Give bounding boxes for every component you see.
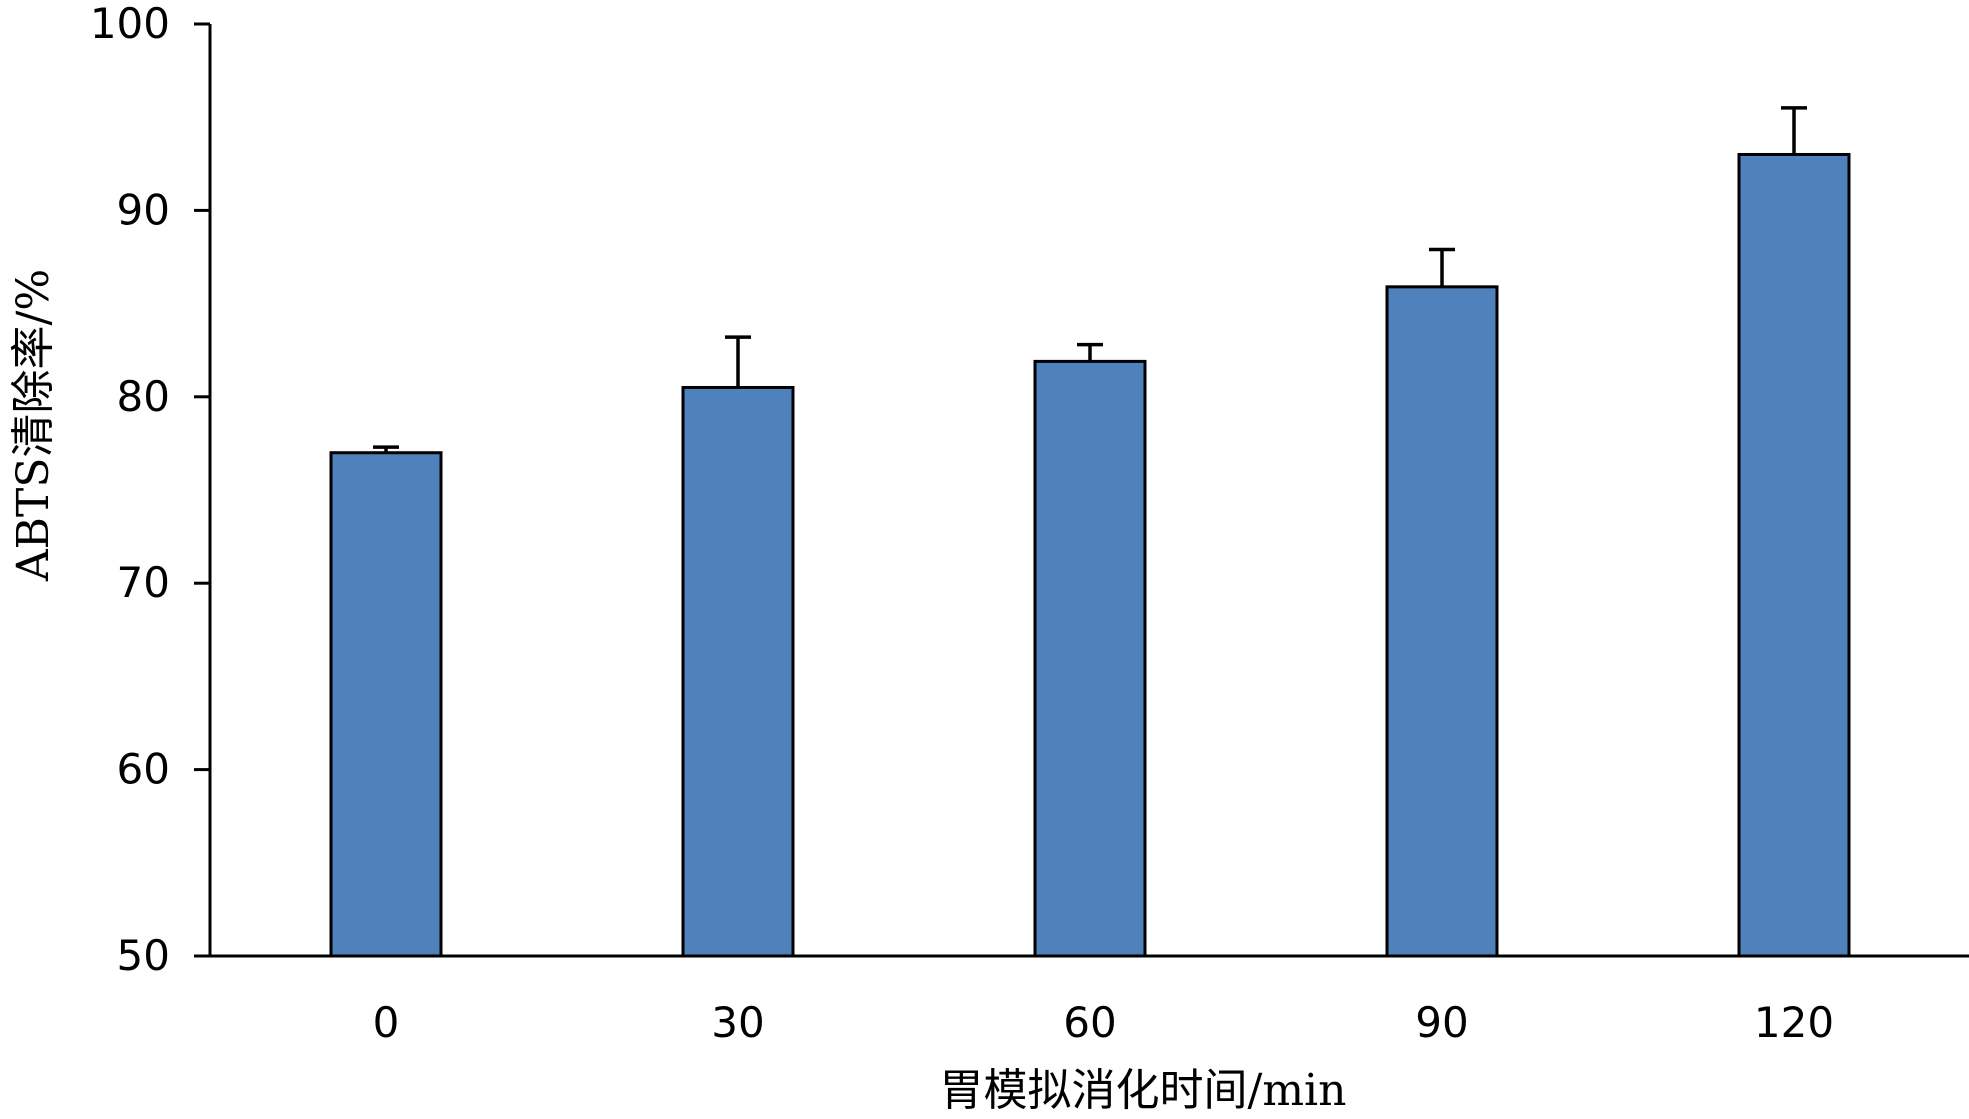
axes-group xyxy=(208,24,1969,958)
bar xyxy=(1385,285,1499,958)
bar xyxy=(1033,359,1147,958)
y-tick-label: 70 xyxy=(117,558,170,607)
bars-group xyxy=(329,152,1851,958)
bar xyxy=(681,385,795,958)
x-axis-title: 胃模拟消化时间/min xyxy=(940,1065,1347,1116)
y-ticks-group: 50 60 70 80 90 100 xyxy=(90,0,210,980)
x-tick-label: 0 xyxy=(373,998,400,1047)
x-tick-label: 90 xyxy=(1415,998,1468,1047)
y-tick-label: 60 xyxy=(117,745,170,794)
y-tick-label: 100 xyxy=(90,0,170,48)
x-tick-label: 120 xyxy=(1754,998,1834,1047)
y-tick-label: 90 xyxy=(117,185,170,234)
x-tick-label: 60 xyxy=(1063,998,1116,1047)
error-bars-group xyxy=(373,106,1807,453)
x-tick-label: 30 xyxy=(711,998,764,1047)
y-tick-label: 80 xyxy=(117,372,170,421)
y-axis-title: ABTS清除率/% xyxy=(8,269,59,582)
y-tick-label: 50 xyxy=(117,931,170,980)
x-tick-labels-group: 0 30 60 90 120 xyxy=(373,998,1834,1047)
bar xyxy=(329,451,443,958)
bar xyxy=(1737,152,1851,958)
